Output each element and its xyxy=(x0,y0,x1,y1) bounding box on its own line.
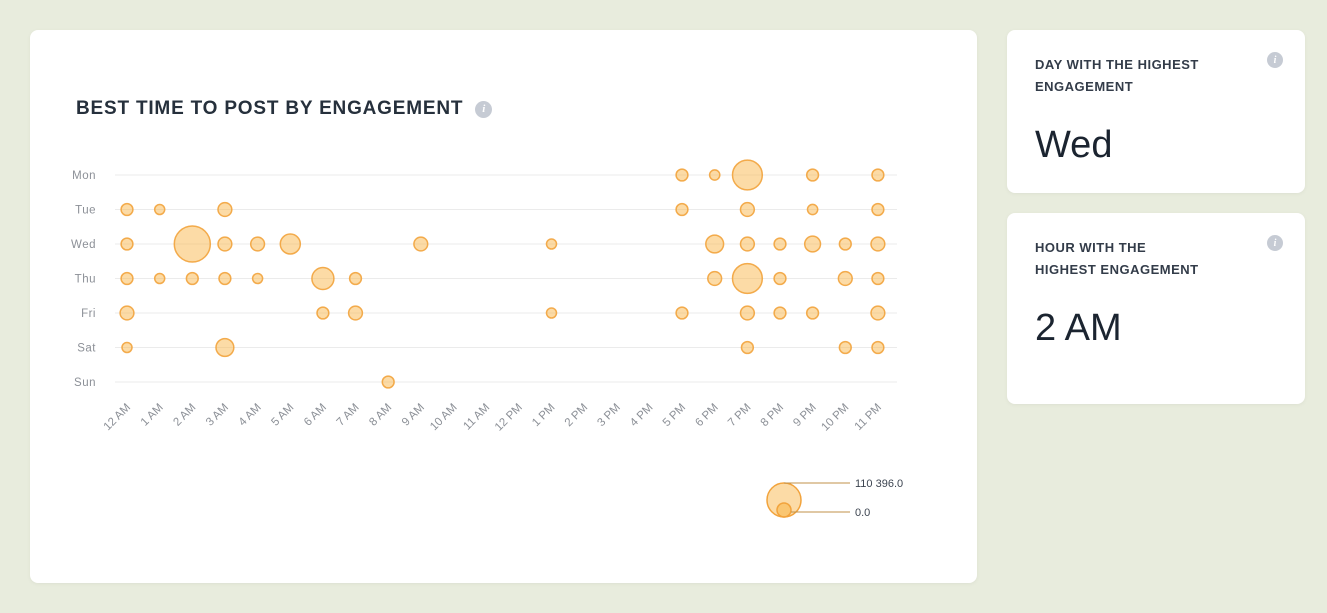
engagement-bubble[interactable] xyxy=(731,262,764,295)
x-axis-label: 6 AM xyxy=(302,402,329,429)
engagement-bubble[interactable] xyxy=(251,272,264,285)
day-highest-engagement-card: DAY WITH THE HIGHEST ENGAGEMENT i Wed xyxy=(1007,30,1305,193)
engagement-bubble[interactable] xyxy=(870,236,886,252)
engagement-bubble[interactable] xyxy=(215,337,235,358)
engagement-bubble[interactable] xyxy=(217,201,233,218)
engagement-bubble[interactable] xyxy=(316,306,330,320)
y-axis-label: Sat xyxy=(77,343,96,355)
x-axis-label: 8 AM xyxy=(367,402,394,429)
legend-max-label: 110 396.0 xyxy=(855,478,903,490)
engagement-bubble[interactable] xyxy=(805,168,820,182)
engagement-bubble[interactable] xyxy=(740,340,755,355)
x-axis-label: 7 AM xyxy=(335,402,362,429)
engagement-bubble[interactable] xyxy=(120,237,134,251)
engagement-bubble[interactable] xyxy=(153,272,166,285)
x-axis-label: 12 AM xyxy=(102,402,134,434)
engagement-bubble[interactable] xyxy=(279,233,302,255)
engagement-bubble[interactable] xyxy=(806,203,819,216)
best-time-to-post-card: BEST TIME TO POST BY ENGAGEMENT i Mon Tue… xyxy=(30,30,977,583)
engagement-bubble[interactable] xyxy=(185,271,199,286)
engagement-bubble[interactable] xyxy=(805,306,820,320)
y-axis-label: Sun xyxy=(74,377,96,389)
engagement-bubble[interactable] xyxy=(249,236,266,252)
engagement-bubble[interactable] xyxy=(413,236,429,252)
chart-header: BEST TIME TO POST BY ENGAGEMENT i xyxy=(76,98,493,120)
y-axis-label: Tue xyxy=(75,205,96,217)
x-axis-label: 4 PM xyxy=(628,402,655,429)
engagement-bubble[interactable] xyxy=(348,271,363,286)
x-axis-label: 9 PM xyxy=(791,402,818,429)
x-axis-label: 8 PM xyxy=(759,402,786,429)
engagement-bubble[interactable] xyxy=(871,202,885,217)
engagement-bubble[interactable] xyxy=(153,203,166,216)
card-title: HOUR WITH THE HIGHEST ENGAGEMENT xyxy=(1035,240,1199,278)
engagement-bubble[interactable] xyxy=(803,235,822,253)
y-axis-label: Wed xyxy=(71,239,96,251)
y-axis-label: Mon xyxy=(72,170,96,182)
engagement-bubble[interactable] xyxy=(217,236,233,252)
engagement-bubble[interactable] xyxy=(675,202,689,217)
legend-min-label: 0.0 xyxy=(855,507,870,519)
engagement-bubble[interactable] xyxy=(347,305,364,321)
card-title: DAY WITH THE HIGHEST ENGAGEMENT xyxy=(1035,57,1199,95)
engagement-bubble[interactable] xyxy=(739,236,756,252)
engagement-bubble[interactable] xyxy=(838,237,852,251)
info-icon[interactable]: i xyxy=(1267,235,1283,251)
engagement-bubble[interactable] xyxy=(545,238,558,250)
engagement-bubble[interactable] xyxy=(773,271,787,286)
engagement-bubble[interactable] xyxy=(871,168,885,182)
engagement-bubble[interactable] xyxy=(545,307,558,319)
day-highest-value: Wed xyxy=(1035,124,1113,167)
engagement-bubble[interactable] xyxy=(311,266,335,291)
engagement-bubble[interactable] xyxy=(838,340,852,355)
engagement-bubble[interactable] xyxy=(773,306,787,320)
x-axis-label: 10 AM xyxy=(428,402,460,434)
engagement-bubble[interactable] xyxy=(705,234,725,254)
engagement-bubble[interactable] xyxy=(119,305,135,321)
x-axis-label: 6 PM xyxy=(693,402,720,429)
engagement-bubble[interactable] xyxy=(871,340,885,355)
x-axis-label: 4 AM xyxy=(237,402,264,429)
chart-title: BEST TIME TO POST BY ENGAGEMENT xyxy=(76,98,464,119)
info-icon[interactable]: i xyxy=(1267,52,1283,68)
x-axis-label: 5 AM xyxy=(269,402,296,429)
engagement-bubble[interactable] xyxy=(218,271,232,286)
x-axis-label: 1 AM xyxy=(139,402,166,429)
engagement-bubble[interactable] xyxy=(739,305,756,321)
engagement-bubble[interactable] xyxy=(870,305,886,321)
legend-min-circle xyxy=(776,502,792,518)
engagement-bubble[interactable] xyxy=(707,270,723,287)
engagement-bubble[interactable] xyxy=(120,202,134,217)
x-axis-label: 2 AM xyxy=(171,402,198,429)
engagement-bubble[interactable] xyxy=(173,225,212,263)
engagement-bubble[interactable] xyxy=(675,306,689,320)
y-axis-label: Thu xyxy=(75,274,96,286)
engagement-bubble[interactable] xyxy=(708,169,721,181)
x-axis-label: 7 PM xyxy=(726,402,753,429)
x-axis-label: 11 AM xyxy=(461,402,492,433)
x-axis-label: 3 PM xyxy=(595,402,622,429)
info-icon[interactable]: i xyxy=(475,100,493,118)
engagement-bubble[interactable] xyxy=(120,271,134,286)
x-axis-label: 9 AM xyxy=(400,402,427,429)
engagement-bubble[interactable] xyxy=(739,201,756,218)
y-axis-label: Fri xyxy=(81,308,96,320)
engagement-bubble[interactable] xyxy=(731,159,764,191)
x-axis-label: 10 PM xyxy=(819,402,851,434)
engagement-bubble[interactable] xyxy=(121,341,133,354)
engagement-bubble[interactable] xyxy=(675,168,689,182)
x-axis-label: 2 PM xyxy=(563,402,590,429)
x-axis-label: 12 PM xyxy=(493,402,525,434)
x-axis-label: 1 PM xyxy=(530,402,557,429)
engagement-bubble[interactable] xyxy=(381,375,395,389)
hour-highest-engagement-card: HOUR WITH THE HIGHEST ENGAGEMENT i 2 AM xyxy=(1007,213,1305,404)
x-axis-label: 3 AM xyxy=(204,402,231,429)
engagement-bubble[interactable] xyxy=(837,270,853,287)
engagement-bubble[interactable] xyxy=(773,237,787,251)
x-axis-label: 11 PM xyxy=(853,402,884,433)
x-axis-label: 5 PM xyxy=(661,402,688,429)
engagement-bubble[interactable] xyxy=(871,271,885,286)
hour-highest-value: 2 AM xyxy=(1035,307,1122,350)
